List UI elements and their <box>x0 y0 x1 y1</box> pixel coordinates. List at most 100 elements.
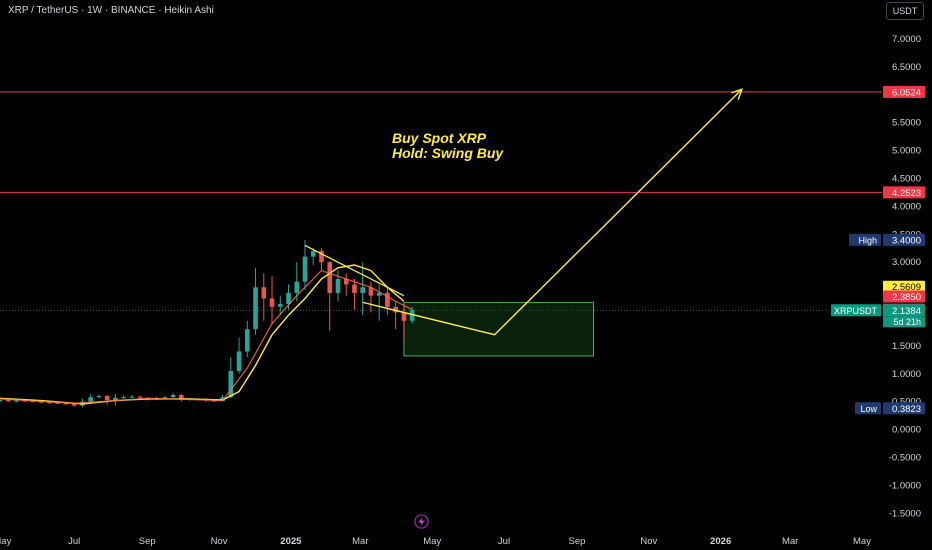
y-tick-label: 6.5000 <box>892 62 921 73</box>
candle-body <box>71 403 77 406</box>
buy-zone-layer <box>403 301 594 357</box>
candle-body <box>294 281 300 293</box>
price-tag-box <box>849 233 881 246</box>
y-tick-label: 3.0000 <box>892 257 921 268</box>
candle-body <box>30 401 36 403</box>
candle-body <box>5 400 11 402</box>
candle-body <box>88 397 93 402</box>
price-labels: 6.05244.25233.4000High2.56092.38502.1499… <box>831 85 925 415</box>
candle-body <box>38 401 44 403</box>
price-tag-text: XRPUSDT <box>834 306 878 316</box>
y-tick-label: 5.5000 <box>892 118 921 129</box>
overlay-lines <box>0 88 744 405</box>
candle-body <box>343 278 349 285</box>
candle-body <box>302 256 308 282</box>
price-label-value: 2.1384 <box>892 306 921 317</box>
candle-body <box>368 287 374 296</box>
level-price-label-box <box>883 186 925 199</box>
projection-arrowhead <box>731 88 744 100</box>
candle-body <box>47 402 52 404</box>
y-tick-label: -0.5000 <box>889 452 921 463</box>
x-tick-label: Jul <box>498 536 510 547</box>
candle-body <box>244 329 250 352</box>
y-tick-label: 4.5000 <box>892 174 921 185</box>
price-tag-box <box>855 402 881 415</box>
price-label-value: 2.5609 <box>892 282 921 293</box>
candle-body <box>376 292 382 296</box>
y-tick-label: 0.0000 <box>892 425 921 436</box>
fast-average-line <box>0 269 413 404</box>
x-tick-label: Mar <box>352 536 368 547</box>
candle-body <box>310 251 316 257</box>
level-price-label-value: 6.0524 <box>892 87 921 98</box>
x-axis[interactable]: May Jul Sep Nov 2025 Mar May Jul Sep Nov 2026 Mar Ma… <box>0 536 871 547</box>
candle-body <box>14 400 19 402</box>
chart-annotation: Buy Spot XRP Hold: Swing Buy <box>392 131 503 161</box>
candle-body <box>409 310 415 321</box>
flash-icon[interactable] <box>414 514 429 529</box>
candle-body <box>228 371 234 398</box>
price-label-box <box>883 280 925 293</box>
countdown-text: 5d 21h <box>893 317 921 327</box>
candle-body <box>162 397 168 399</box>
candle-body <box>0 400 3 402</box>
candle-body <box>236 351 242 371</box>
candle-body <box>360 287 365 293</box>
candle-body <box>335 278 341 293</box>
candle-body <box>253 287 258 330</box>
candle-body <box>179 394 184 399</box>
candle-body <box>352 284 357 293</box>
price-label-value: 2.3850 <box>892 292 921 303</box>
currency-button[interactable]: USDT <box>886 2 924 20</box>
x-tick-label: Sep <box>139 536 156 547</box>
buy-zone-box <box>403 301 594 357</box>
price-label-box <box>883 402 925 415</box>
price-label-box <box>883 304 925 317</box>
candle-body <box>286 292 291 305</box>
y-tick-label: 7.0000 <box>892 34 921 45</box>
candle-body <box>137 396 143 398</box>
annotation-line-2: Hold: Swing Buy <box>392 145 504 161</box>
x-tick-label: Nov <box>211 536 228 547</box>
x-tick-label: Mar <box>782 536 798 547</box>
trend-line <box>304 244 405 297</box>
y-tick-label: -1.0000 <box>889 480 921 491</box>
candle-body <box>401 312 407 321</box>
candle-body <box>55 402 61 404</box>
y-tick-label: 4.0000 <box>892 201 921 212</box>
x-tick-label: 2026 <box>710 536 731 547</box>
candle-body <box>22 400 28 402</box>
y-tick-label: 1.0000 <box>892 369 921 380</box>
y-tick-label: 0.5000 <box>892 397 921 408</box>
candle-body <box>212 400 217 402</box>
candle-body <box>385 292 390 307</box>
candle-body <box>170 394 176 398</box>
annotation-line-1: Buy Spot XRP <box>392 130 487 146</box>
x-tick-label: Jul <box>68 536 80 547</box>
candle-body <box>129 396 135 398</box>
price-tag-box <box>831 304 881 317</box>
candle-body <box>277 304 283 307</box>
candle-body <box>393 306 398 313</box>
candle-body <box>121 397 126 399</box>
candle-body <box>104 396 110 401</box>
price-tag-text: Low <box>860 404 877 414</box>
y-tick-label: 1.5000 <box>892 341 921 352</box>
candle-body <box>113 397 118 401</box>
level-price-label-box <box>883 85 925 98</box>
candle-body <box>96 396 102 398</box>
candle-body <box>63 403 69 405</box>
projection-path <box>362 88 743 336</box>
candle-body <box>319 251 324 263</box>
candle-body <box>261 287 267 299</box>
symbol-title[interactable]: XRP / TetherUS · 1W · BINANCE · Heikin A… <box>8 5 214 16</box>
x-tick-label: Nov <box>640 536 657 547</box>
candle-body <box>327 262 333 293</box>
x-tick-label: 2025 <box>280 536 302 547</box>
candle-body <box>220 397 225 402</box>
price-label-box <box>883 233 925 246</box>
x-tick-label: May <box>853 536 871 547</box>
price-label-value: 0.3823 <box>892 404 921 415</box>
